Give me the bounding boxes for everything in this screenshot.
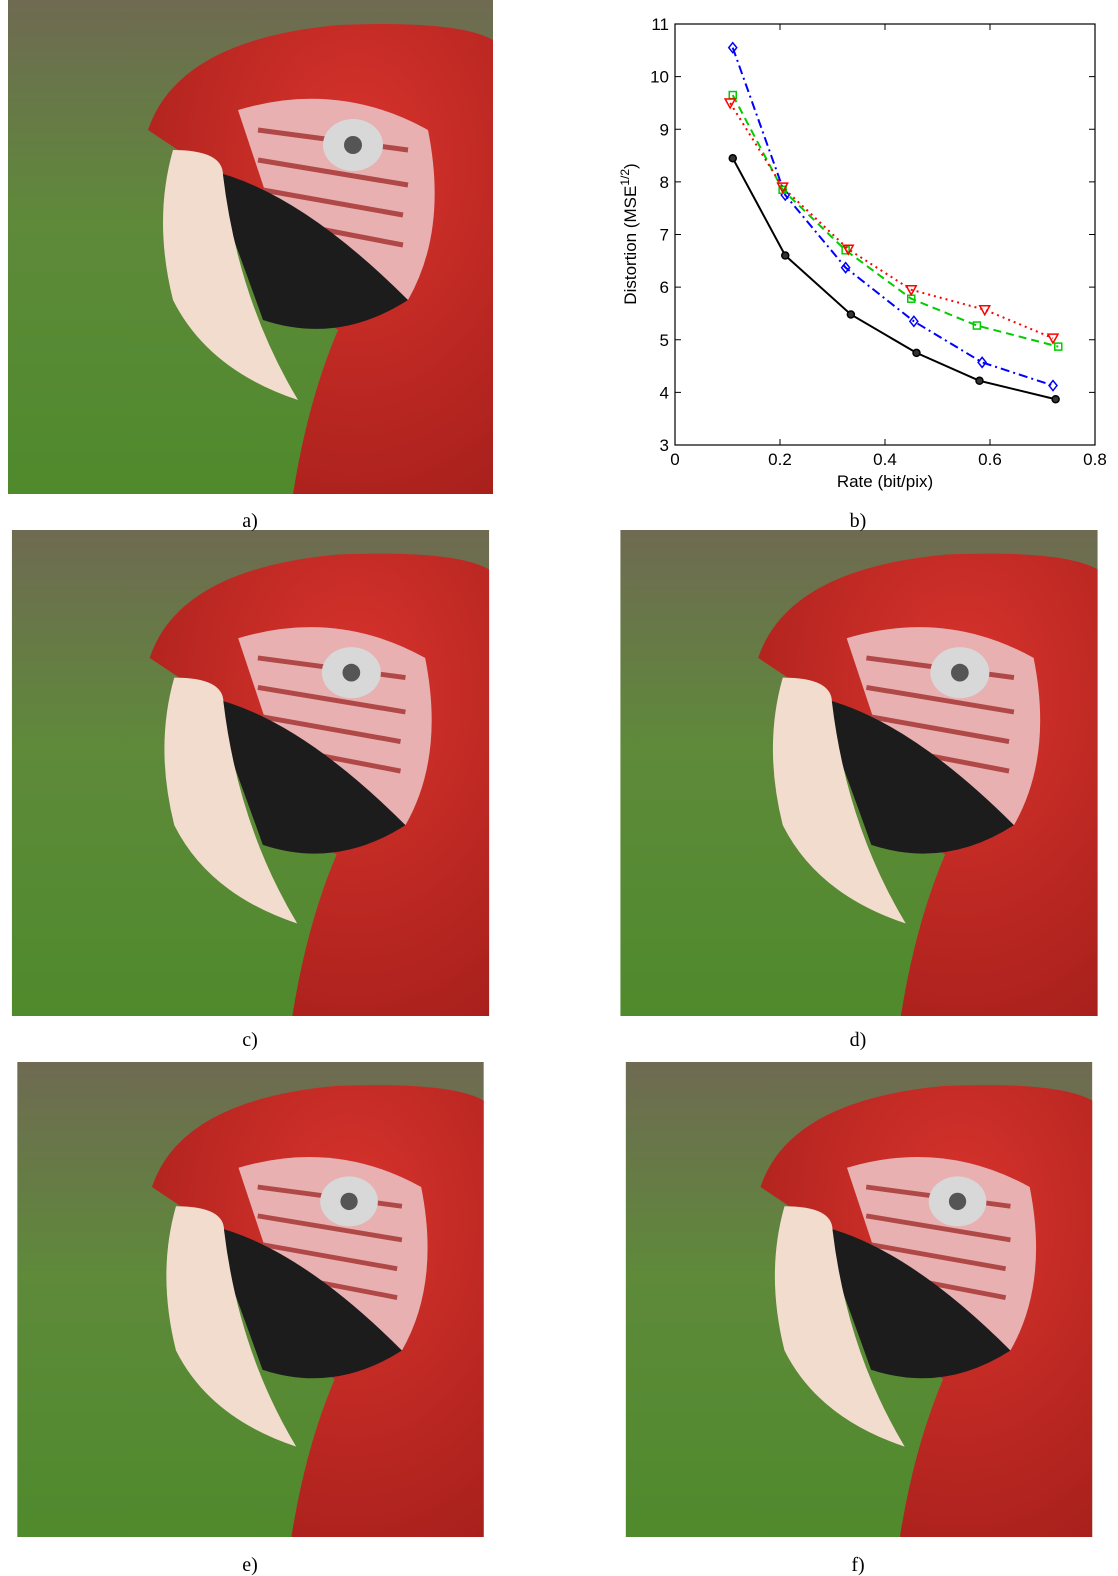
marker (847, 311, 854, 318)
y-label-text: Distortion (MSE (621, 186, 640, 305)
y-tick-label: 6 (660, 278, 669, 297)
marker (782, 252, 789, 259)
y-tick-label: 7 (660, 226, 669, 245)
image-original (8, 0, 493, 494)
figure: a) b) c) d) e) f) Rate (bit/pix) Distort… (0, 0, 1118, 1576)
x-tick-label: 0.2 (768, 450, 792, 469)
caption: b) (850, 510, 867, 532)
image-e (17, 1062, 483, 1537)
image-f (626, 1062, 1092, 1537)
y-label-end: ) (621, 163, 640, 169)
caption: c) (242, 1029, 258, 1051)
y-tick-label: 3 (660, 436, 669, 455)
x-axis-label: Rate (bit/pix) (837, 472, 933, 491)
caption: a) (242, 510, 258, 532)
y-tick-label: 5 (660, 331, 669, 350)
y-axis-label: Distortion (MSE1/2) (618, 163, 640, 304)
marker (729, 155, 736, 162)
marker (913, 349, 920, 356)
y-label-sup: 1/2 (618, 169, 632, 186)
image-c (12, 530, 489, 1016)
plot-frame (675, 24, 1095, 445)
caption: f) (851, 1554, 864, 1576)
caption: d) (850, 1029, 867, 1051)
caption: e) (242, 1554, 258, 1576)
y-tick-label: 11 (651, 15, 669, 34)
x-tick-label: 0.8 (1083, 450, 1107, 469)
image-d (620, 530, 1097, 1016)
marker (1052, 396, 1059, 403)
x-tick-label: 0.6 (978, 450, 1002, 469)
marker (976, 377, 983, 384)
y-tick-label: 10 (650, 68, 669, 87)
y-tick-label: 4 (660, 383, 669, 402)
page: a) b) c) d) e) f) Rate (bit/pix) Distort… (0, 0, 1118, 1576)
y-tick-label: 9 (660, 120, 669, 139)
x-tick-label: 0 (670, 450, 679, 469)
x-tick-label: 0.4 (873, 450, 897, 469)
y-tick-label: 8 (660, 173, 669, 192)
